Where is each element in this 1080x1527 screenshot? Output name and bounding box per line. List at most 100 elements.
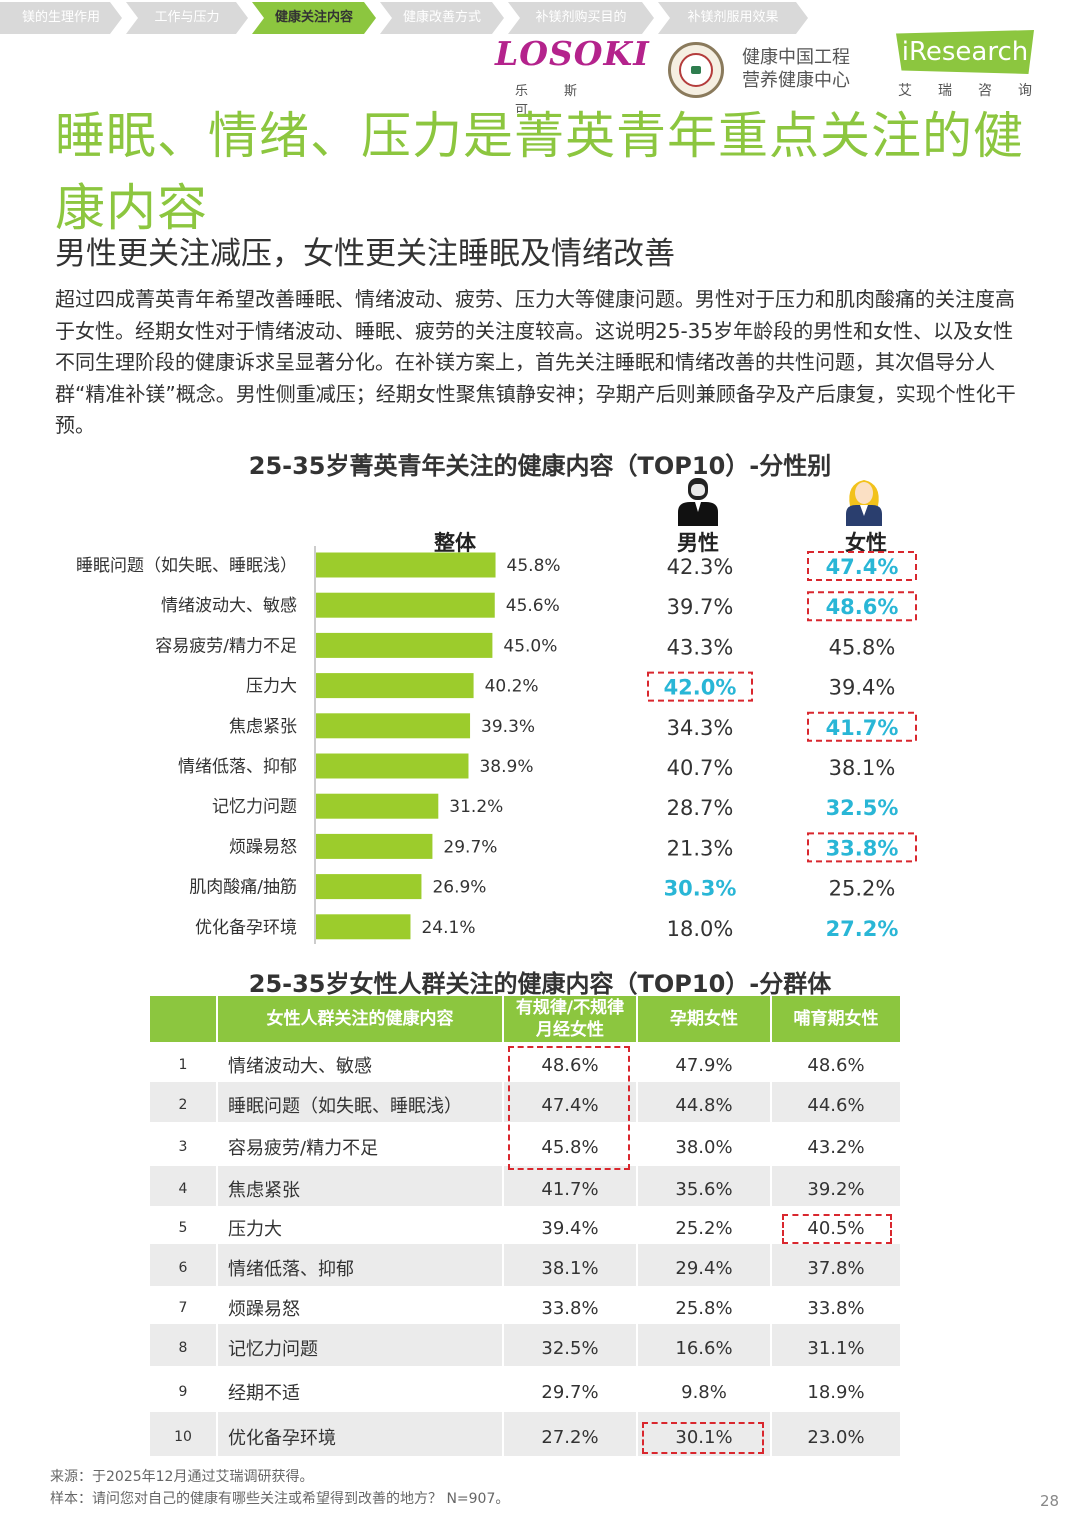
health-china-line2: 营养健康中心 bbox=[742, 70, 850, 91]
row-item: 烦躁易怒 bbox=[228, 1299, 300, 1320]
cell-breastfeeding: 18.9% bbox=[807, 1381, 865, 1403]
table-row: 8 记忆力问题 32.5% 16.6% 31.1% bbox=[150, 1324, 900, 1366]
row-rank: 2 bbox=[178, 1097, 188, 1113]
category-label: 肌肉酸痛/抽筋 bbox=[189, 878, 297, 898]
seal-icon bbox=[668, 42, 724, 98]
cell-pregnant: 47.9% bbox=[675, 1054, 733, 1076]
column-divider bbox=[216, 1206, 218, 1244]
data-label-female: 45.8% bbox=[829, 635, 896, 659]
column-divider bbox=[636, 1042, 638, 1082]
tab-health-improve[interactable]: 健康改善方式 bbox=[380, 2, 504, 34]
row-item: 压力大 bbox=[228, 1219, 282, 1240]
tab-health-focus[interactable]: 健康关注内容 bbox=[252, 2, 376, 34]
data-label-female: 41.7% bbox=[826, 716, 899, 740]
column-divider bbox=[636, 1412, 638, 1456]
column-divider bbox=[636, 1324, 638, 1366]
column-divider bbox=[216, 1286, 218, 1324]
cell-menstrual: 47.4% bbox=[541, 1094, 599, 1116]
tab-purchase-purpose[interactable]: 补镁剂购买目的 bbox=[508, 2, 654, 34]
body-paragraph: 超过四成菁英青年希望改善睡眠、情绪波动、疲劳、压力大等健康问题。男性对于压力和肌… bbox=[55, 287, 1016, 437]
column-divider bbox=[636, 1366, 638, 1412]
bar-overall bbox=[316, 753, 469, 779]
data-label-male: 18.0% bbox=[667, 917, 734, 941]
data-label-female: 33.8% bbox=[826, 836, 899, 860]
iresearch-logo: iResearch bbox=[901, 37, 1029, 67]
losoki-logo: LOSOKI 乐斯可 bbox=[495, 34, 649, 118]
column-divider bbox=[502, 1286, 504, 1324]
column-divider bbox=[636, 1244, 638, 1286]
table-title: 25-35岁女性人群关注的健康内容（TOP10）-分群体 bbox=[248, 970, 832, 998]
health-china-logo-text: 健康中国工程 营养健康中心 bbox=[742, 46, 850, 92]
page-subtitle: 男性更关注减压，女性更关注睡眠及情绪改善 bbox=[55, 236, 675, 272]
cell-menstrual: 32.5% bbox=[541, 1337, 599, 1359]
row-rank: 4 bbox=[178, 1181, 188, 1197]
iresearch-subtext: 艾瑞咨询 bbox=[898, 83, 1058, 99]
data-label-overall: 29.7% bbox=[443, 837, 497, 857]
data-label-overall: 24.1% bbox=[421, 918, 475, 938]
cell-menstrual: 33.8% bbox=[541, 1297, 599, 1319]
tab-mg-physiology[interactable]: 镁的生理作用 bbox=[0, 2, 122, 34]
cell-menstrual: 41.7% bbox=[541, 1178, 599, 1200]
row-rank: 10 bbox=[174, 1429, 192, 1445]
row-rank: 9 bbox=[178, 1384, 188, 1400]
data-label-overall: 45.0% bbox=[503, 636, 557, 656]
column-divider bbox=[770, 1206, 772, 1244]
cell-pregnant: 29.4% bbox=[675, 1257, 733, 1279]
bar-overall bbox=[316, 793, 439, 819]
iresearch-logo-box bbox=[896, 30, 1034, 74]
row-rank: 3 bbox=[178, 1139, 188, 1155]
cell-breastfeeding: 23.0% bbox=[807, 1426, 865, 1448]
column-divider bbox=[502, 1042, 504, 1082]
data-label-male: 30.3% bbox=[664, 877, 737, 901]
table-row: 3 容易疲劳/精力不足 45.8% 38.0% 43.2% bbox=[150, 1122, 900, 1166]
row-item: 记忆力问题 bbox=[228, 1339, 318, 1360]
footnote-source: 来源：于2025年12月通过艾瑞调研获得。 bbox=[50, 1469, 314, 1485]
data-label-female: 47.4% bbox=[826, 555, 899, 579]
row-item: 经期不适 bbox=[228, 1383, 300, 1404]
tab-work-stress[interactable]: 工作与压力 bbox=[126, 2, 248, 34]
cell-pregnant: 25.8% bbox=[675, 1297, 733, 1319]
column-divider bbox=[216, 1042, 218, 1082]
seal-center-mark bbox=[691, 66, 701, 74]
cell-pregnant: 44.8% bbox=[675, 1094, 733, 1116]
column-divider bbox=[216, 1412, 218, 1456]
seal-inner-ring bbox=[679, 53, 713, 87]
column-divider bbox=[636, 1206, 638, 1244]
column-divider bbox=[502, 1166, 504, 1206]
category-label: 睡眠问题（如失眠、睡眠浅） bbox=[76, 556, 297, 576]
bar-overall bbox=[316, 673, 474, 699]
column-divider bbox=[216, 1082, 218, 1122]
data-label-overall: 26.9% bbox=[432, 878, 486, 898]
data-label-male: 28.7% bbox=[667, 796, 734, 820]
column-divider bbox=[636, 1122, 638, 1166]
cell-breastfeeding: 39.2% bbox=[807, 1178, 865, 1200]
table-row: 2 睡眠问题（如失眠、睡眠浅） 47.4% 44.8% 44.6% bbox=[150, 1082, 900, 1122]
footnote-sample: 样本：请问您对自己的健康有哪些关注或希望得到改善的地方？ N=907。 bbox=[50, 1491, 510, 1507]
highlight-box-pregnant bbox=[642, 1422, 764, 1454]
bar-overall bbox=[316, 914, 411, 940]
cell-pregnant: 16.6% bbox=[675, 1337, 733, 1359]
cell-menstrual: 48.6% bbox=[541, 1054, 599, 1076]
column-divider bbox=[502, 1122, 504, 1166]
tab-usage-effect[interactable]: 补镁剂服用效果 bbox=[658, 2, 808, 34]
cell-pregnant: 30.1% bbox=[675, 1426, 733, 1448]
row-item: 睡眠问题（如失眠、睡眠浅） bbox=[228, 1096, 462, 1117]
data-label-male: 43.3% bbox=[667, 635, 734, 659]
row-rank: 1 bbox=[178, 1057, 188, 1073]
row-item: 焦虑紧张 bbox=[228, 1180, 300, 1201]
cell-menstrual: 45.8% bbox=[541, 1136, 599, 1158]
table-row: 10 优化备孕环境 27.2% 30.1% 23.0% bbox=[150, 1412, 900, 1456]
data-label-overall: 45.6% bbox=[506, 596, 560, 616]
category-label: 记忆力问题 bbox=[212, 797, 297, 817]
row-rank: 8 bbox=[178, 1340, 188, 1356]
data-label-overall: 38.9% bbox=[479, 757, 533, 777]
table-row: 6 情绪低落、抑郁 38.1% 29.4% 37.8% bbox=[150, 1244, 900, 1286]
highlight-box-female bbox=[807, 591, 917, 622]
table-row: 4 焦虑紧张 41.7% 35.6% 39.2% bbox=[150, 1166, 900, 1206]
page-title: 睡眠、情绪、压力是菁英青年重点关注的健康内容 bbox=[55, 107, 1024, 237]
row-item: 优化备孕环境 bbox=[228, 1428, 336, 1449]
losoki-subtext: 乐斯可 bbox=[515, 84, 614, 118]
cell-pregnant: 35.6% bbox=[675, 1178, 733, 1200]
column-divider bbox=[216, 1366, 218, 1412]
highlight-box-female bbox=[807, 832, 917, 863]
